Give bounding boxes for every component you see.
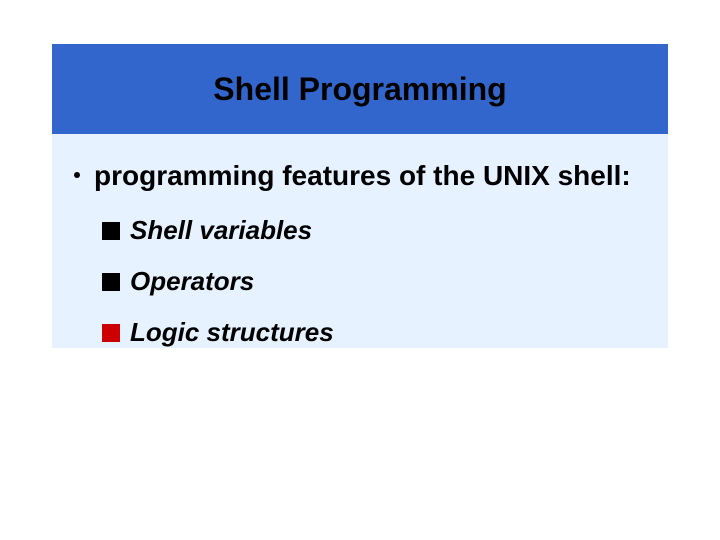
bullet-level1-text: programming features of the UNIX shell: bbox=[94, 158, 631, 193]
bullet-level2: Shell variables bbox=[102, 215, 656, 246]
square-bullet-icon bbox=[102, 324, 120, 342]
slide-body: programming features of the UNIX shell: … bbox=[52, 134, 668, 348]
bullet-level2-text: Operators bbox=[130, 266, 254, 297]
slide-content: Shell Programming programming features o… bbox=[52, 44, 668, 484]
slide: Shell Programming programming features o… bbox=[0, 0, 720, 540]
bullet-level2: Logic structures bbox=[102, 317, 656, 348]
bullet-level2: Operators bbox=[102, 266, 656, 297]
title-bar: Shell Programming bbox=[52, 44, 668, 134]
slide-title: Shell Programming bbox=[213, 71, 506, 108]
bullet-level2-text: Shell variables bbox=[130, 215, 312, 246]
square-bullet-icon bbox=[102, 222, 120, 240]
bullet-level1: programming features of the UNIX shell: bbox=[64, 158, 656, 193]
bullet-dot-icon bbox=[74, 172, 80, 178]
square-bullet-icon bbox=[102, 273, 120, 291]
bullet-level2-text: Logic structures bbox=[130, 317, 334, 348]
